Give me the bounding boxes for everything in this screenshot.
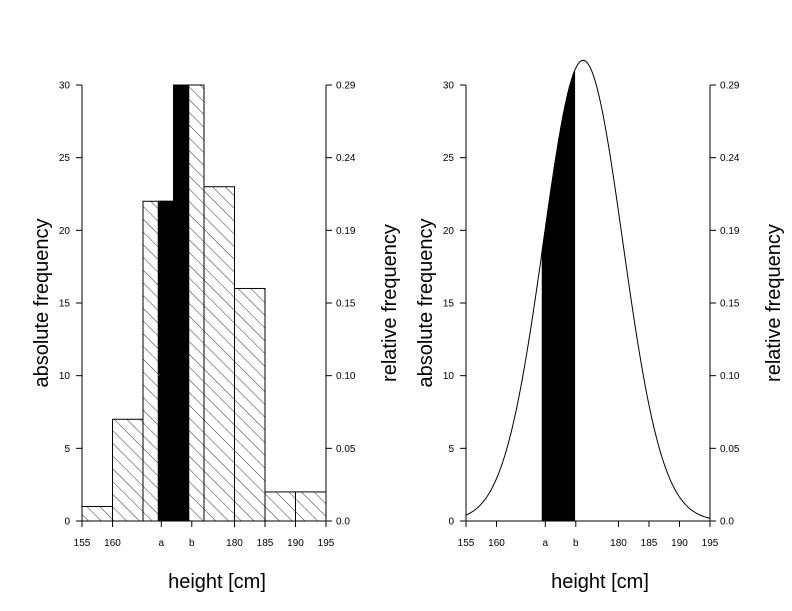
y-tick-label-left: 30: [443, 81, 455, 92]
y-tick-label-left: 15: [443, 299, 455, 310]
y-tick-label-right: 0.19: [720, 226, 740, 237]
y-axis-title-right: relative frequency: [763, 224, 785, 382]
y-tick-label-left: 5: [64, 444, 70, 455]
y-tick-label-right: 0.24: [720, 153, 740, 164]
y-tick-label-left: 10: [59, 371, 71, 382]
y-tick-label-left: 20: [443, 226, 455, 237]
y-tick-label-right: 0.10: [336, 371, 356, 382]
x-tick-label: b: [573, 538, 579, 549]
histogram-bar: [295, 491, 327, 522]
y-tick-label-right: 0.10: [720, 371, 740, 382]
x-tick-label: 160: [104, 538, 121, 549]
y-tick-label-left: 0: [448, 517, 454, 528]
x-tick-label: 190: [671, 538, 688, 549]
y-tick-label-left: 0: [64, 517, 70, 528]
x-tick-label: a: [159, 538, 165, 549]
shaded-area: [541, 70, 576, 522]
y-tick-label-right: 0.15: [720, 299, 740, 310]
x-tick-label: 160: [488, 538, 505, 549]
x-tick-label: 190: [287, 538, 304, 549]
y-tick-label-left: 20: [59, 226, 71, 237]
x-tick-label: b: [189, 538, 195, 549]
x-axis-title: height [cm]: [551, 571, 649, 593]
x-tick-label: 195: [702, 538, 719, 549]
density-curve: [465, 59, 711, 519]
x-tick-label: 155: [458, 538, 475, 549]
x-tick-label: 185: [257, 538, 274, 549]
histogram-bar: [112, 418, 144, 522]
y-tick-label-right: 0.15: [336, 299, 356, 310]
y-tick-label-right: 0.05: [720, 444, 740, 455]
y-tick-label-right: 0.05: [336, 444, 356, 455]
y-tick-label-right: 0.29: [720, 81, 740, 92]
highlight-bar: [157, 200, 174, 522]
x-tick-label: 155: [74, 538, 91, 549]
y-axis-title-left: absolute frequency: [415, 218, 437, 387]
y-tick-label-left: 25: [443, 153, 455, 164]
x-tick-label: 180: [226, 538, 243, 549]
highlight-bar: [173, 84, 190, 522]
y-tick-label-right: 0.19: [336, 226, 356, 237]
y-tick-label-right: 0.29: [336, 81, 356, 92]
histogram-bar: [81, 505, 113, 522]
density-panel: 0 5 10 15 20 25 30 0.0 0.05 0.10 0.15 0.19 0.24 0.29 1…: [415, 59, 785, 593]
y-tick-label-left: 15: [59, 299, 71, 310]
y-tick-label-left: 10: [443, 371, 455, 382]
x-tick-label: a: [543, 538, 549, 549]
x-tick-label: 185: [641, 538, 658, 549]
y-tick-label-right: 0.24: [336, 153, 356, 164]
y-tick-label-left: 30: [59, 81, 71, 92]
histogram-panel: 0 5 10 15 20 25 30 0.0 0.05 0.10 0.15 0.19 0.24 0.29 1…: [31, 81, 401, 594]
x-axis-title: height [cm]: [168, 571, 266, 593]
y-tick-label-left: 25: [59, 153, 71, 164]
y-axis-title-right: relative frequency: [379, 224, 401, 382]
y-tick-label-left: 5: [448, 444, 454, 455]
y-tick-label-right: 0.0: [336, 517, 350, 528]
y-tick-label-right: 0.0: [720, 517, 734, 528]
x-tick-label: 195: [318, 538, 335, 549]
histogram-bar: [234, 287, 266, 522]
histogram-bar: [203, 186, 235, 522]
histogram-bar: [264, 491, 296, 522]
y-axis-title-left: absolute frequency: [31, 218, 53, 387]
x-tick-label: 180: [610, 538, 627, 549]
